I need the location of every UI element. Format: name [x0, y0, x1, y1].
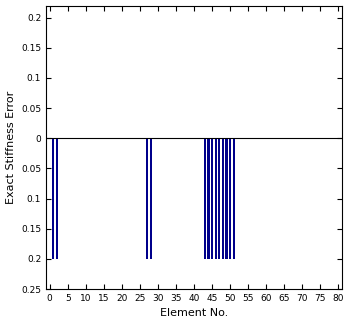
Bar — [225, 138, 228, 259]
Bar — [56, 138, 58, 259]
Bar — [211, 138, 213, 259]
Bar — [52, 138, 54, 259]
Bar — [233, 138, 235, 259]
Bar — [218, 138, 220, 259]
Y-axis label: Exact Stiffness Error: Exact Stiffness Error — [6, 91, 15, 204]
X-axis label: Element No.: Element No. — [160, 308, 228, 318]
Bar — [150, 138, 152, 259]
Bar — [222, 138, 224, 259]
Bar — [229, 138, 231, 259]
Bar — [215, 138, 217, 259]
Bar — [208, 138, 210, 259]
Bar — [146, 138, 148, 259]
Bar — [204, 138, 206, 259]
